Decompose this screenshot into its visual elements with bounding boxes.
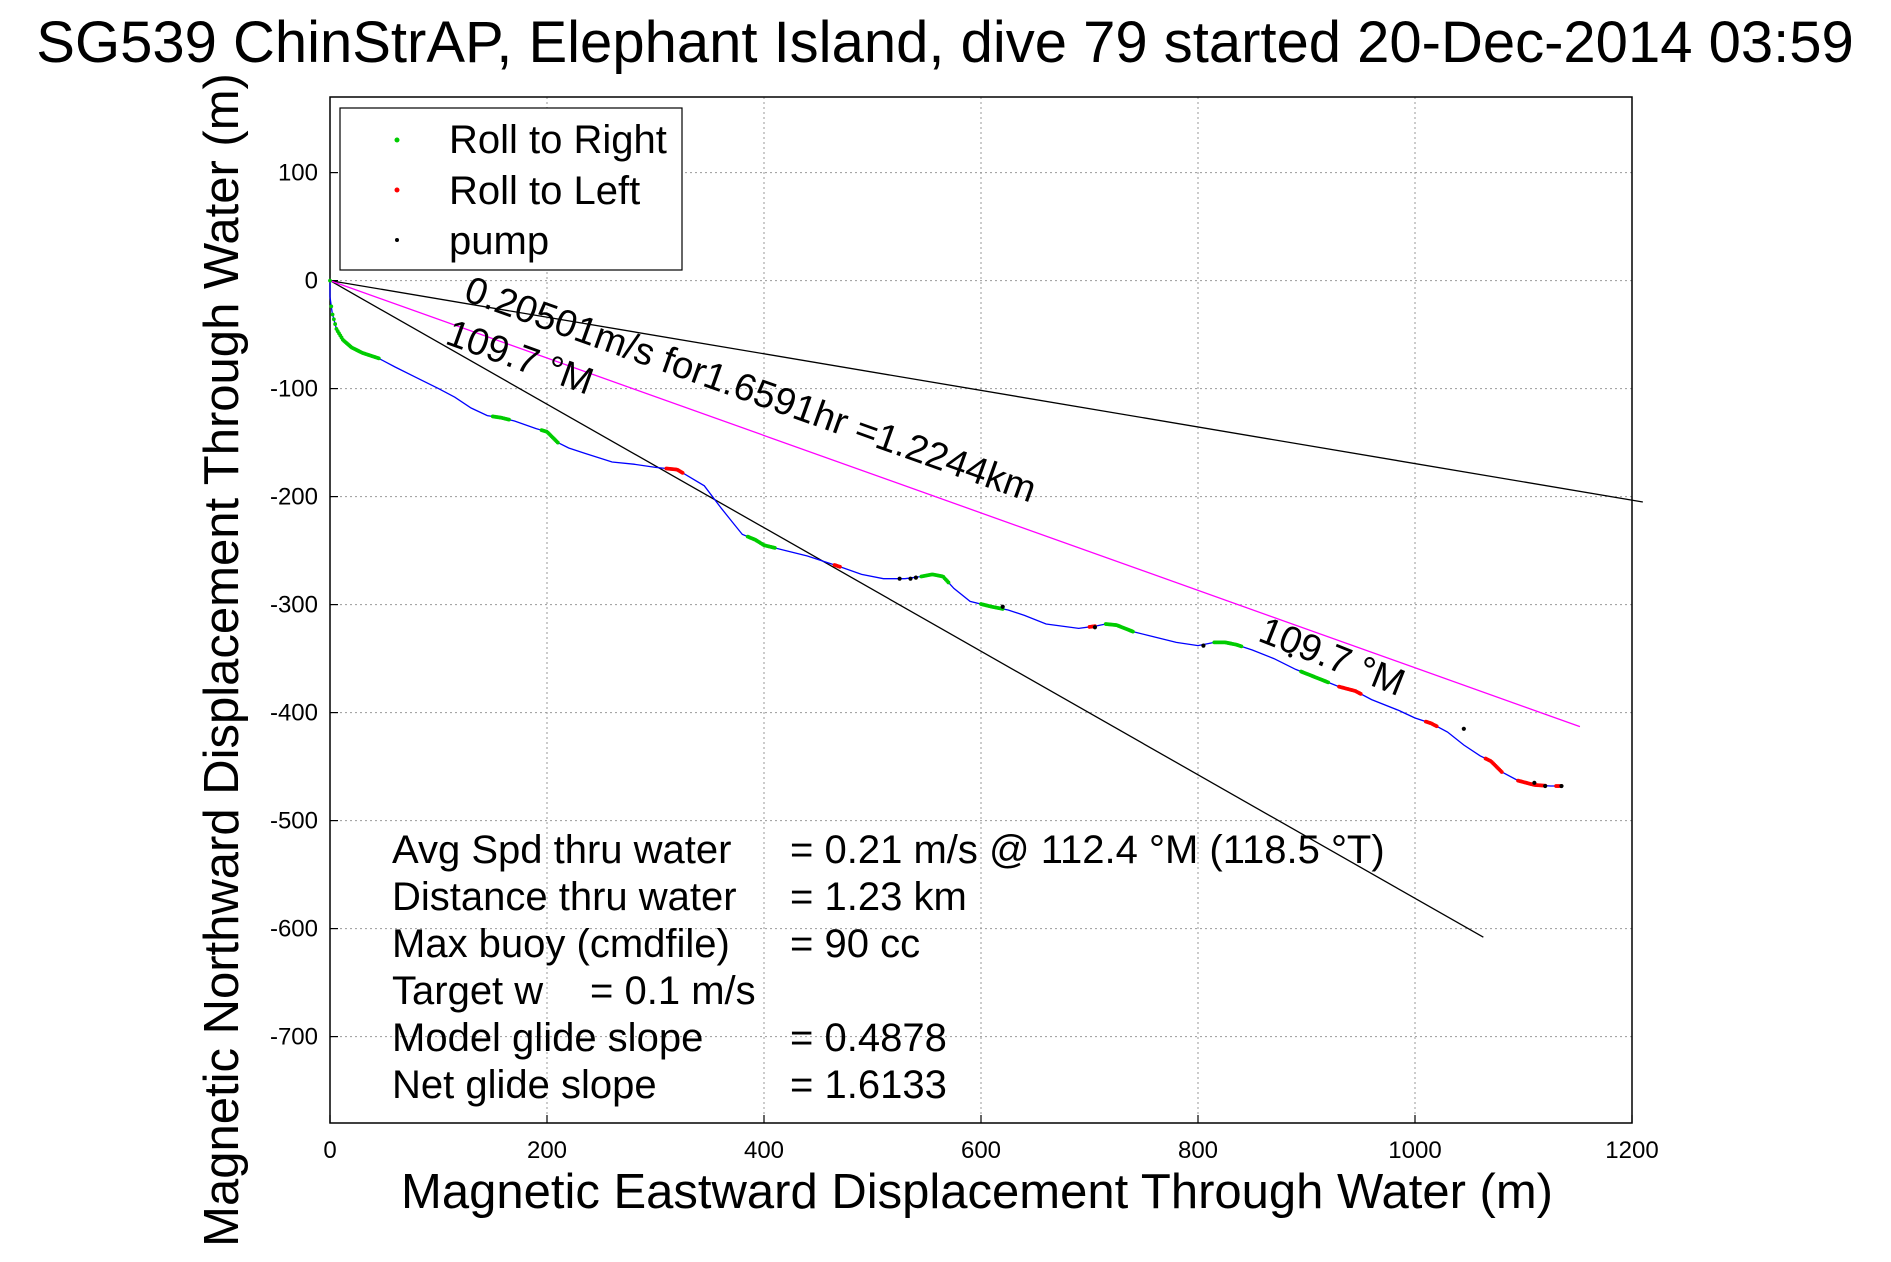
x-tick-label: 0 [323, 1137, 336, 1164]
roll-right-marker [1131, 629, 1135, 634]
x-axis-ticks: 0 200 400 600 800 1000 1200 [323, 1115, 1659, 1164]
pump-marker [1201, 643, 1206, 648]
x-tick-label: 800 [1178, 1137, 1218, 1164]
reference-line [329, 280, 1484, 938]
y-tick-label: -400 [270, 700, 318, 727]
y-axis-label: Magnetic Northward Displacement Through … [195, 73, 249, 1247]
roll-left-marker [1434, 724, 1439, 729]
x-tick-label: 400 [744, 1137, 784, 1164]
pump-marker [1532, 780, 1537, 785]
x-tick-label: 600 [961, 1137, 1001, 1164]
roll-right-marker [507, 417, 511, 422]
pump-marker [913, 575, 919, 580]
roll-right-marker [328, 278, 332, 283]
y-tick-label: -300 [270, 592, 318, 619]
stat-value-target-w: = 0.1 m/s [590, 969, 756, 1013]
roll-right-marker [555, 440, 560, 445]
reference-line [329, 279, 1581, 728]
stat-label-net-glide: Net glide slope [392, 1063, 657, 1107]
roll-right-marker [329, 304, 334, 309]
legend-label-roll-right: Roll to Right [449, 118, 667, 162]
pump-marker [897, 576, 902, 581]
legend-label-roll-left: Roll to Left [449, 169, 640, 213]
reference-line [329, 279, 1643, 503]
roll-left-marker [838, 564, 842, 569]
stat-label-max-buoy: Max buoy (cmdfile) [392, 922, 730, 966]
y-tick-label: -100 [270, 376, 318, 403]
roll-left-marker [1499, 770, 1504, 774]
y-axis-ticks: -700 -600 -500 -400 -300 -200 -100 0 100 [270, 160, 338, 1051]
y-tick-label: -700 [270, 1024, 318, 1051]
pump-marker [1288, 653, 1293, 658]
y-tick-label: -600 [270, 916, 318, 943]
x-tick-label: 200 [527, 1137, 567, 1164]
stat-label-target-w: Target w [392, 969, 543, 1013]
legend-swatch-pump [395, 238, 399, 242]
stat-label-avg-speed: Avg Spd thru water [392, 828, 731, 872]
stat-label-distance: Distance thru water [392, 875, 737, 919]
y-tick-label: 100 [278, 160, 318, 187]
y-tick-label: -200 [270, 484, 318, 511]
speed-line-annotation: 0.20501m/s for1.6591hr =1.2244km [459, 269, 1041, 511]
stat-value-max-buoy: = 90 cc [790, 922, 920, 966]
roll-left-marker [680, 470, 685, 475]
pump-marker [1543, 783, 1548, 789]
roll-right-marker [1326, 680, 1331, 685]
heading-annotation-lower: 109.7 °M [1253, 610, 1410, 705]
pump-marker [1092, 625, 1098, 630]
legend-swatch-roll-right [394, 137, 400, 143]
stat-value-model-glide: = 0.4878 [790, 1016, 947, 1060]
stat-value-net-glide: = 1.6133 [790, 1063, 947, 1107]
chart-title: SG539 ChinStrAP, Elephant Island, dive 7… [36, 10, 1853, 75]
roll-right-marker [333, 322, 338, 326]
stat-value-distance: = 1.23 km [790, 875, 967, 919]
pump-marker [1000, 604, 1005, 609]
roll-right-marker [330, 312, 335, 317]
roll-right-marker [946, 580, 951, 585]
legend-swatch-roll-left [394, 187, 400, 193]
pump-marker [1559, 783, 1564, 789]
roll-right-marker [331, 317, 336, 322]
pump-marker [908, 576, 913, 581]
reference-lines [329, 279, 1643, 938]
roll-right-marker [1239, 644, 1244, 649]
stat-value-avg-speed: = 0.21 m/s @ 112.4 °M (118.5 °T) [790, 828, 1385, 872]
y-tick-label: 0 [305, 268, 318, 295]
roll-left-marker [1358, 691, 1363, 696]
roll-right-marker [772, 546, 777, 550]
x-axis-label: Magnetic Eastward Displacement Through W… [401, 1165, 1553, 1219]
legend: Roll to Right Roll to Left pump [339, 107, 683, 271]
x-tick-label: 1000 [1388, 1137, 1441, 1164]
pump-marker [1461, 726, 1466, 731]
roll-right-marker [376, 356, 381, 361]
x-tick-label: 1200 [1605, 1137, 1658, 1164]
markers-group [328, 278, 1564, 789]
y-tick-label: -500 [270, 808, 318, 835]
legend-label-pump: pump [449, 219, 549, 263]
stat-label-model-glide: Model glide slope [392, 1016, 703, 1060]
stats-block: Avg Spd thru water = 0.21 m/s @ 112.4 °M… [392, 828, 1385, 1107]
